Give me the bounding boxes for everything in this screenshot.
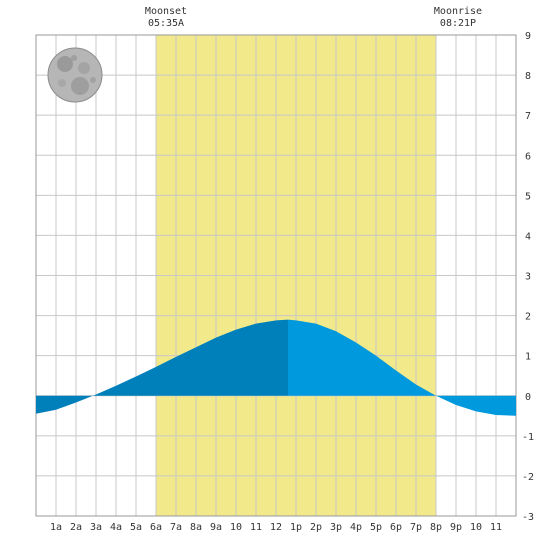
moon-crater (78, 62, 90, 74)
moon-crater (71, 77, 89, 95)
x-tick-label: 11 (490, 522, 502, 533)
x-tick-label: 7a (170, 522, 182, 533)
x-tick-label: 5a (130, 522, 142, 533)
x-tick-label: 8a (190, 522, 202, 533)
moonrise-time: 08:21P (439, 18, 477, 29)
x-tick-label: 2p (310, 522, 322, 533)
grid-lines (35, 34, 517, 517)
y-tick-label: -1 (522, 432, 534, 443)
moon-crater (58, 79, 66, 87)
moonset-time: 05:35A (147, 18, 185, 29)
x-tick-label: 3p (330, 522, 342, 533)
y-tick-label: 7 (525, 111, 531, 122)
moonrise-title: Moonrise (433, 6, 483, 17)
moon-crater (90, 77, 96, 83)
x-tick-label: 10 (230, 522, 242, 533)
moonset-title: Moonset (144, 6, 188, 17)
y-tick-label: 2 (525, 312, 531, 323)
x-tick-label: 1a (50, 522, 62, 533)
x-tick-labels: 1a 2a 3a 4a 5a 6a 7a 8a 9a 10 11 12 1p 2p 3p 4p 5p 6p 7p 8p… (50, 522, 502, 533)
x-tick-label: 4a (110, 522, 122, 533)
y-tick-label: 0 (525, 392, 531, 403)
x-tick-label: 1p (290, 522, 302, 533)
y-tick-label: 4 (525, 231, 531, 242)
y-tick-label: 1 (525, 352, 531, 363)
x-tick-label: 11 (250, 522, 262, 533)
x-tick-label: 9a (210, 522, 222, 533)
moon-crater (71, 55, 77, 61)
x-tick-label: 12 (270, 522, 282, 533)
y-tick-label: 8 (525, 71, 531, 82)
x-tick-label: 2a (70, 522, 82, 533)
x-tick-label: 10 (470, 522, 482, 533)
full-moon-icon (47, 47, 103, 103)
moon-crater (57, 56, 73, 72)
y-tick-label: 5 (525, 191, 531, 202)
moonrise-label: Moonrise 08:21P (434, 6, 482, 30)
x-tick-label: 4p (350, 522, 362, 533)
y-tick-labels: 9 8 7 6 5 4 3 2 1 0 -1 -2 -3 (522, 31, 534, 523)
tide-area (36, 319, 516, 416)
x-tick-label: 3a (90, 522, 102, 533)
x-tick-label: 9p (450, 522, 462, 533)
x-tick-label: 5p (370, 522, 382, 533)
x-tick-label: 6p (390, 522, 402, 533)
tide-area-rising (36, 319, 288, 414)
moonset-label: Moonset 05:35A (145, 6, 187, 30)
y-tick-label: -2 (522, 472, 534, 483)
y-tick-label: 9 (525, 31, 531, 42)
x-tick-label: 7p (410, 522, 422, 533)
y-tick-label: -3 (522, 512, 534, 523)
tide-area-falling (288, 319, 516, 416)
plot-border (35, 34, 517, 517)
x-tick-label: 8p (430, 522, 442, 533)
x-tick-label: 6a (150, 522, 162, 533)
y-tick-label: 6 (525, 151, 531, 162)
y-tick-label: 3 (525, 272, 531, 283)
